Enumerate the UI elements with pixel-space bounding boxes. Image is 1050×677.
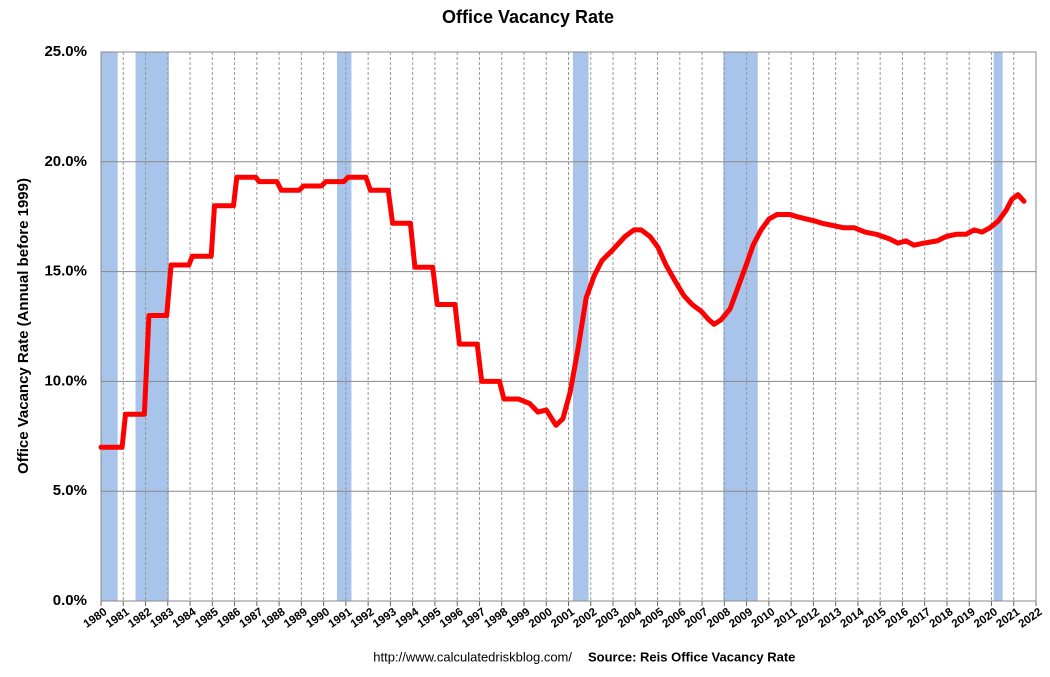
x-tick-label: 2003 [594, 606, 622, 631]
x-tick-label: 2016 [883, 606, 911, 631]
x-tick-label: 2010 [749, 606, 777, 631]
y-tick-label: 20.0% [44, 153, 87, 170]
x-tick-label: 1983 [148, 606, 176, 631]
x-tick-label: 2022 [1017, 606, 1045, 631]
x-tick-label: 2019 [950, 606, 978, 631]
recession-band [135, 52, 169, 601]
x-tick-label: 1993 [371, 606, 399, 631]
x-tick-label: 2007 [683, 606, 711, 631]
x-tick-label: 1986 [215, 606, 243, 631]
x-tick-label: 2002 [571, 606, 599, 631]
x-tick-label: 2000 [527, 606, 555, 631]
x-tick-label: 2004 [616, 606, 644, 631]
x-tick-label: 1996 [438, 606, 466, 631]
recession-band [993, 52, 1003, 601]
y-axis-label: Office Vacancy Rate (Annual before 1999) [15, 178, 32, 474]
x-tick-label: 2015 [861, 606, 889, 631]
x-tick-label: 2018 [928, 606, 956, 631]
x-tick-label: 2017 [905, 606, 933, 631]
x-tick-label: 1992 [349, 606, 377, 631]
x-tick-label: 1994 [393, 606, 421, 631]
plot-border [100, 51, 1037, 602]
x-tick-label: 2009 [727, 606, 755, 631]
x-tick-label: 2014 [839, 606, 867, 631]
x-tick-label: 2020 [972, 606, 1000, 631]
x-tick-label: 1988 [260, 606, 288, 631]
x-tick-label: 2021 [994, 606, 1022, 631]
x-tick-label: 2013 [816, 606, 844, 631]
y-tick-label: 25.0% [44, 43, 87, 60]
recession-band [723, 52, 758, 601]
x-tick-label: 1997 [460, 606, 488, 631]
y-tick-label: 5.0% [53, 482, 87, 499]
x-tick-label: 1982 [126, 606, 154, 631]
x-tick-label: 1995 [416, 606, 444, 631]
recession-band [101, 52, 118, 601]
series-line [98, 174, 1027, 450]
x-tick-label: 2001 [549, 606, 577, 631]
x-tick-label: 1989 [282, 606, 310, 631]
y-tick-label: 10.0% [44, 372, 87, 389]
footer-url: http://www.calculatedriskblog.com/ [373, 649, 572, 664]
x-tick-label: 1980 [82, 606, 110, 631]
y-tick-label: 0.0% [53, 592, 87, 609]
x-tick-label: 1990 [304, 606, 332, 631]
x-tick-label: 1998 [482, 606, 510, 631]
recession-band [336, 52, 352, 601]
x-tick-label: 1985 [193, 606, 221, 631]
chart-title: Office Vacancy Rate [442, 7, 614, 27]
y-tick-label: 15.0% [44, 263, 87, 280]
x-tick-label: 2008 [705, 606, 733, 631]
x-tick-label: 2005 [638, 606, 666, 631]
x-tick-label: 1999 [505, 606, 533, 631]
x-tick-label: 1991 [326, 606, 354, 631]
x-tick-label: 1981 [104, 606, 132, 631]
footer-source: Source: Reis Office Vacancy Rate [588, 649, 795, 664]
x-tick-label: 1987 [237, 606, 265, 631]
x-tick-label: 2006 [660, 606, 688, 631]
x-tick-label: 2012 [794, 606, 822, 631]
x-tick-label: 2011 [772, 606, 800, 630]
x-tick-label: 1984 [171, 606, 199, 631]
